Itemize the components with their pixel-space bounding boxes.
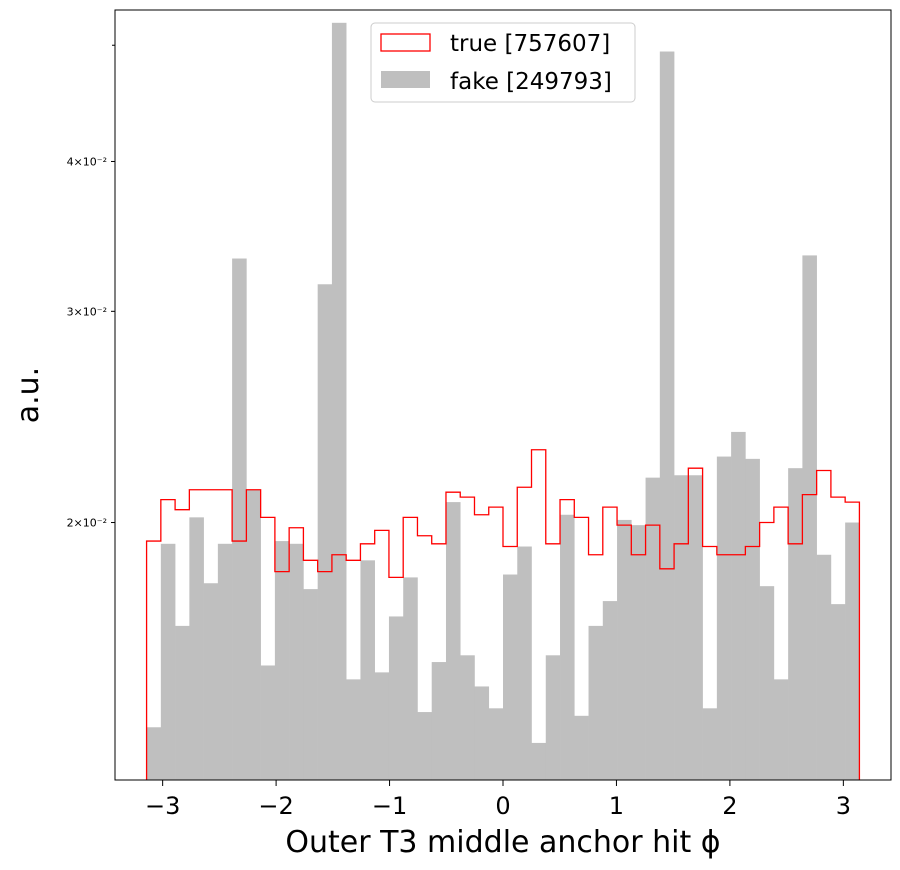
fake-bar [488, 708, 504, 780]
fake-bar [417, 712, 433, 780]
fake-bar [474, 686, 490, 780]
fake-bar [545, 655, 561, 780]
fake-bar [289, 543, 304, 780]
legend-swatch-true [380, 33, 431, 52]
x-tick-label: 1 [609, 792, 624, 820]
fake-bar [716, 456, 732, 780]
x-axis-label: Outer T3 middle anchor hit ϕ [285, 825, 720, 860]
x-tick-label: 0 [495, 792, 510, 820]
fake-bar [773, 679, 789, 780]
fake-histogram-bars [146, 22, 860, 781]
fake-bar [189, 517, 204, 780]
fake-bar [674, 475, 689, 780]
fake-bar [602, 601, 618, 780]
fake-bar [702, 708, 718, 780]
x-tick-label: −1 [372, 792, 407, 820]
fake-bar [317, 284, 333, 780]
x-tick-label: −3 [145, 792, 180, 820]
legend-swatch-fake [381, 71, 430, 88]
fake-bar [745, 458, 760, 780]
fake-bar [631, 525, 646, 780]
fake-bar [431, 662, 447, 780]
fake-bar [246, 489, 261, 780]
legend-box [370, 22, 636, 103]
fake-bar [232, 258, 247, 780]
x-tick-label: −2 [258, 792, 293, 820]
fake-bar [688, 475, 703, 780]
y-tick-label: 2×10⁻² [67, 517, 107, 530]
fake-bar [374, 672, 390, 780]
x-axis-ticks: −3 −2 −1 0 1 2 3 [145, 780, 851, 820]
fake-bar [388, 616, 404, 780]
fake-bar [830, 604, 846, 780]
fake-bar [816, 554, 832, 780]
fake-bar [260, 665, 276, 780]
fake-bar [731, 431, 746, 780]
fake-bar [560, 514, 575, 780]
fake-bar [531, 742, 547, 780]
fake-bar [845, 522, 860, 780]
fake-bar [445, 502, 461, 780]
fake-bar [517, 546, 532, 780]
y-tick-label: 3×10⁻² [67, 305, 107, 318]
fake-bar [574, 715, 589, 780]
x-tick-label: 2 [722, 792, 737, 820]
fake-bar [217, 543, 233, 780]
fake-bar [346, 679, 361, 780]
fake-bar [274, 541, 290, 780]
fake-bar [617, 519, 632, 780]
fake-bar [303, 589, 318, 780]
y-axis-label: a.u. [11, 367, 46, 423]
legend: true [757607] fake [249793] [370, 22, 636, 103]
fake-bar [360, 560, 375, 780]
fake-bar [588, 625, 604, 780]
fake-bar [331, 22, 347, 780]
fake-bar [160, 543, 176, 780]
fake-bar [403, 577, 418, 780]
true-histogram-step-line [145, 449, 861, 780]
fake-bar [645, 477, 661, 780]
fake-bar [203, 583, 219, 780]
legend-label-true: true [757607] [450, 31, 610, 57]
fake-bar [460, 655, 475, 780]
y-tick-label: 4×10⁻² [67, 155, 107, 168]
fake-bar [175, 625, 190, 780]
fake-bar [802, 255, 817, 780]
fake-bar [659, 51, 675, 781]
x-tick-label: 3 [836, 792, 851, 820]
fake-bar [503, 574, 518, 780]
fake-bar [759, 586, 775, 780]
legend-label-fake: fake [249793] [450, 69, 612, 95]
y-axis-ticks: 2×10⁻² 3×10⁻² 4×10⁻² [67, 44, 115, 530]
fake-bar [146, 727, 162, 780]
fake-bar [788, 468, 803, 780]
